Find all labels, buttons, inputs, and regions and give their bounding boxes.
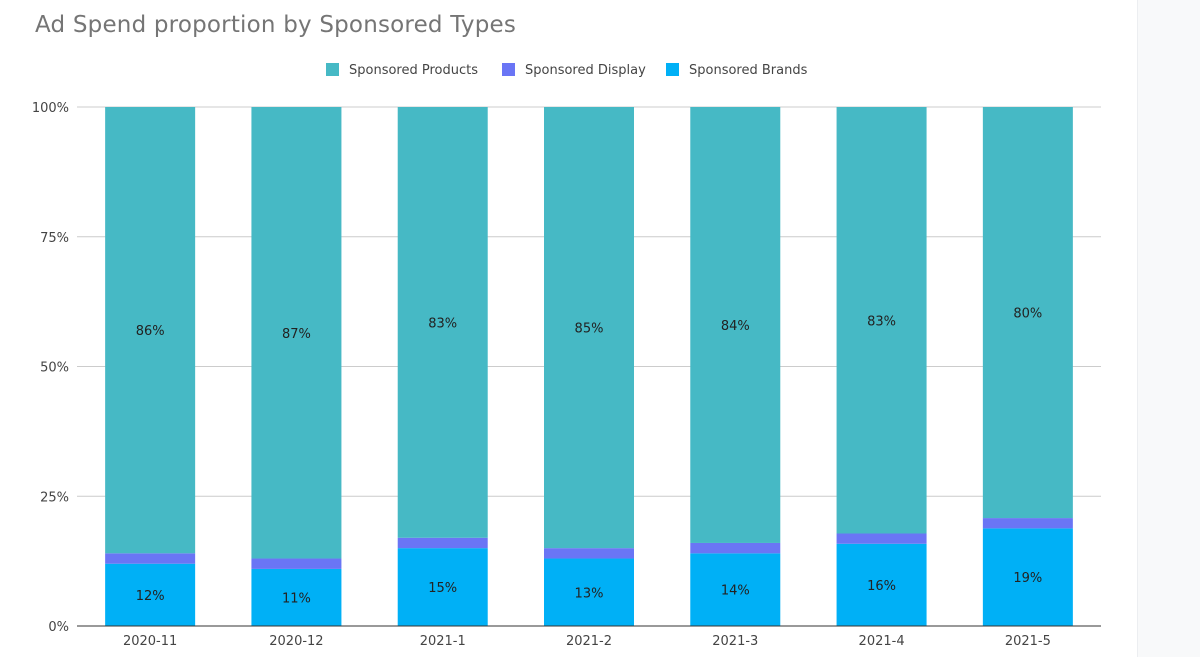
bar-segment: [690, 553, 781, 626]
data-label: 83%: [428, 316, 457, 331]
bar-segment: [690, 542, 781, 554]
data-label: 87%: [282, 327, 311, 342]
y-tick-label: 25%: [40, 490, 69, 505]
x-tick-label: 2021-4: [859, 634, 905, 649]
bar-segment: [251, 558, 342, 569]
data-label: 19%: [1013, 571, 1042, 586]
bar-segment: [982, 107, 1073, 519]
data-label: 13%: [575, 586, 604, 601]
x-tick-label: 2021-5: [1005, 634, 1051, 649]
data-label: 16%: [867, 579, 896, 594]
x-tick-label: 2020-11: [123, 634, 177, 649]
bar-segment: [544, 107, 634, 549]
bar-segment: [544, 558, 634, 626]
bar-segment: [397, 107, 488, 538]
data-label: 14%: [721, 584, 750, 599]
y-tick-label: 100%: [32, 101, 69, 116]
chart-title: Ad Spend proportion by Sponsored Types: [35, 12, 517, 38]
bar-segment: [251, 568, 342, 626]
bar-segment: [836, 533, 927, 544]
data-label: 11%: [282, 591, 311, 606]
bar-segment: [836, 543, 927, 626]
bar-segment: [544, 548, 634, 559]
bar-segment: [836, 107, 927, 534]
legend-swatch: [326, 63, 339, 76]
bar-segment: [251, 107, 342, 559]
y-tick-label: 50%: [40, 361, 69, 376]
data-label: 12%: [136, 589, 165, 604]
legend-label: Sponsored Products: [349, 63, 478, 78]
y-tick-label: 0%: [48, 620, 69, 635]
legend-swatch: [502, 63, 515, 76]
stacked-bar-chart: 0%25%50%75%100%12%2%86%2020-1111%2%87%20…: [32, 63, 1101, 649]
bar-segment: [105, 553, 196, 564]
data-label: 86%: [136, 324, 165, 339]
bar-segment: [105, 107, 196, 554]
data-label: 80%: [1013, 307, 1042, 322]
x-tick-label: 2021-2: [566, 634, 612, 649]
legend-label: Sponsored Display: [525, 63, 646, 78]
legend-swatch: [666, 63, 679, 76]
x-tick-label: 2021-3: [712, 634, 758, 649]
side-panel: [1137, 0, 1200, 657]
x-tick-label: 2020-12: [269, 634, 323, 649]
bar-segment: [982, 528, 1073, 626]
data-label: 15%: [428, 581, 457, 596]
bar-segment: [397, 548, 488, 626]
chart-card: Ad Spend proportion by Sponsored Types 0…: [31, 12, 1101, 649]
bar-segment: [982, 518, 1073, 529]
data-label: 84%: [721, 319, 750, 334]
legend-label: Sponsored Brands: [689, 63, 808, 78]
bar-segment: [397, 537, 488, 549]
data-label: 83%: [867, 314, 896, 329]
data-label: 85%: [575, 322, 604, 337]
y-tick-label: 75%: [40, 231, 69, 246]
bar-segment: [690, 107, 781, 543]
x-tick-label: 2021-1: [420, 634, 466, 649]
bar-segment: [105, 563, 196, 626]
